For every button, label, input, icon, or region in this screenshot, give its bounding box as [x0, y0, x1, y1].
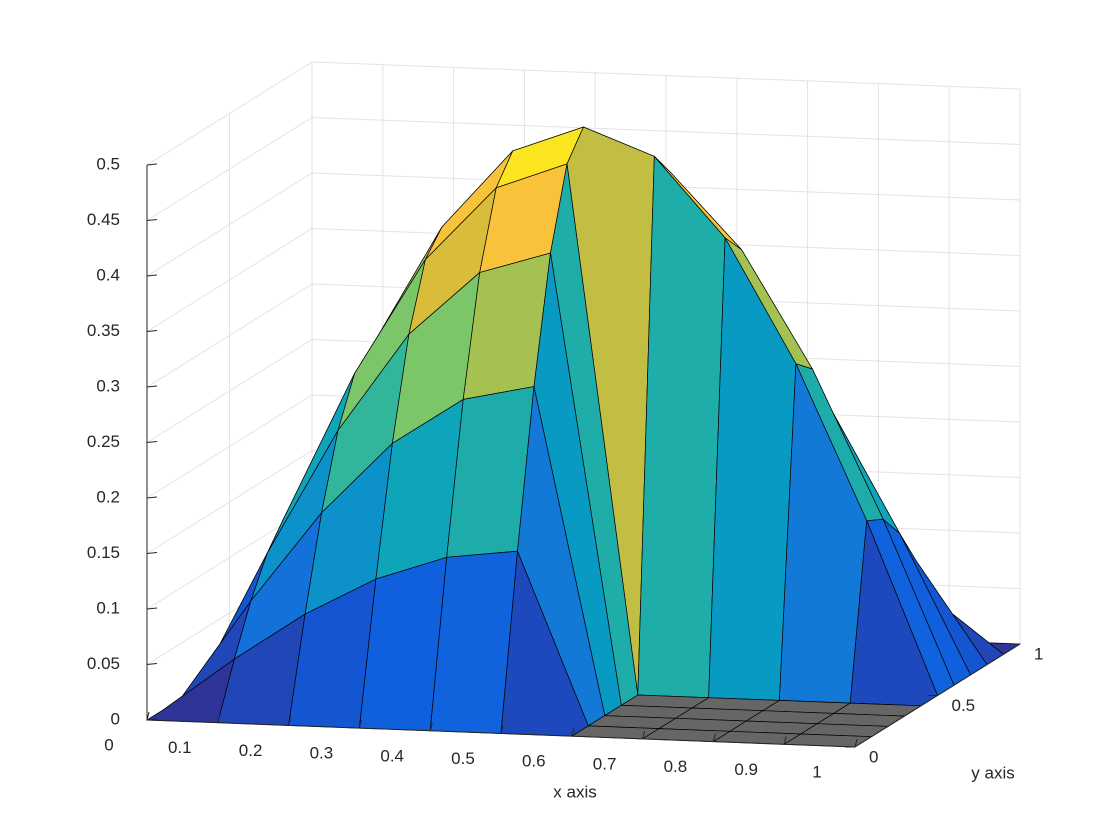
x-tick [358, 719, 362, 729]
x-tick [217, 714, 221, 723]
z-tick-label: 0.2 [96, 487, 120, 506]
x-tick [146, 711, 150, 721]
z-tick [146, 441, 158, 443]
z-tick-label: 0.45 [87, 210, 120, 229]
z-tick-label: 0.5 [96, 154, 120, 173]
x-tick-label: 0.2 [239, 741, 263, 760]
x-tick [500, 725, 504, 734]
x-tick [642, 730, 646, 740]
z-tick [146, 163, 158, 166]
z-tick [146, 663, 158, 665]
z-tick [146, 330, 158, 332]
x-tick-label: 0.7 [593, 754, 617, 773]
y-tick-label: 1 [1034, 644, 1043, 663]
x-tick [429, 722, 433, 731]
x-tick-label: 0.8 [664, 757, 688, 776]
z-tick [146, 219, 158, 221]
z-tick-label: 0.05 [87, 654, 120, 673]
axes: 0 0.05 0.1 0.15 0.2 0.25 0.3 0.35 0.4 0.45 0.5 0 0.1… [87, 154, 1044, 781]
y-tick-label: 0.5 [952, 696, 976, 715]
y-axis-label: y axis [971, 763, 1014, 782]
z-tick-label: 0.25 [87, 432, 120, 451]
x-tick-label: 0.3 [310, 744, 334, 763]
x-tick-label: 0.4 [380, 746, 404, 765]
x-axis-label: x axis [553, 782, 596, 801]
x-tick [783, 736, 787, 745]
z-tick-label: 0.35 [87, 321, 120, 340]
x-tick-label: 0 [104, 735, 113, 754]
surface [145, 126, 1022, 748]
z-tick-label: 0.4 [96, 265, 120, 284]
z-tick-label: 0.3 [96, 376, 120, 395]
x-tick-label: 0.9 [734, 760, 758, 779]
x-tick [571, 728, 575, 737]
z-tick [146, 385, 158, 388]
z-tick [146, 496, 158, 499]
x-tick [288, 717, 292, 726]
x-tick-label: 0.6 [522, 752, 546, 771]
z-tick [146, 274, 158, 277]
x-tick [854, 738, 858, 748]
z-tick-label: 0.1 [96, 598, 120, 617]
x-tick [712, 733, 716, 742]
z-tick [146, 552, 158, 554]
x-tick-label: 0.1 [168, 738, 192, 757]
x-tick-label: 1 [812, 762, 821, 781]
z-tick [146, 607, 158, 610]
z-tick-label: 0.15 [87, 543, 120, 562]
z-tick [146, 718, 158, 721]
y-tick-label: 0 [869, 747, 878, 766]
z-tick-label: 0 [111, 709, 120, 728]
x-tick-label: 0.5 [451, 749, 475, 768]
